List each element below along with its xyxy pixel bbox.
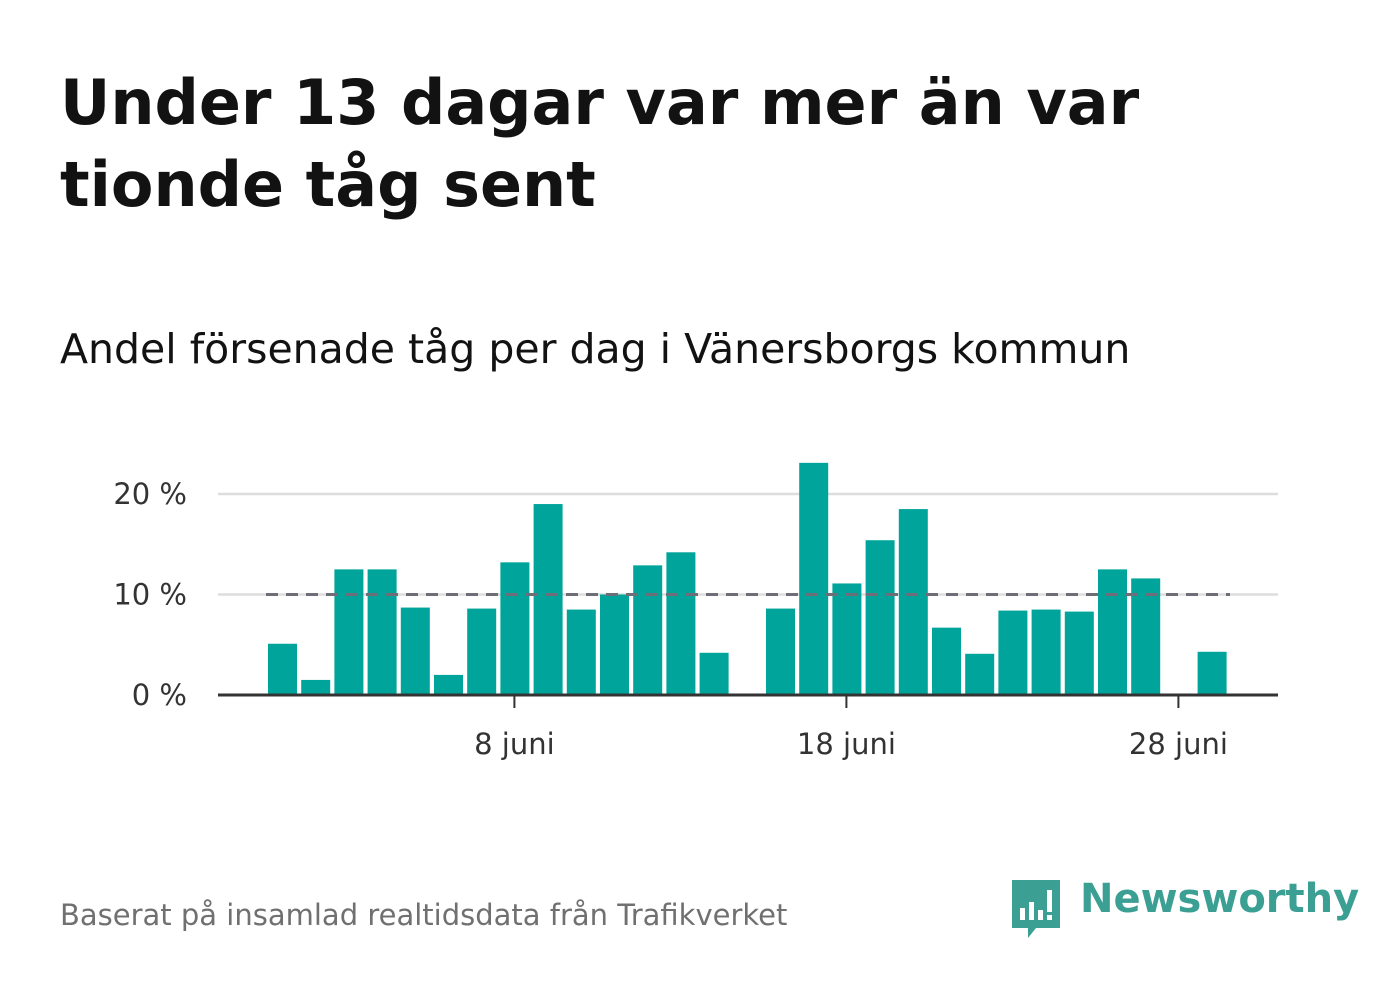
bar-day-29	[1197, 651, 1227, 695]
newsworthy-logo-icon	[1012, 880, 1060, 938]
bar-day-9	[533, 504, 563, 695]
bar-day-17	[799, 462, 829, 695]
bar-day-19	[865, 540, 895, 695]
x-tick-label: 8 juni	[474, 727, 555, 761]
bar-day-4	[367, 569, 397, 695]
x-tick-label: 18 juni	[797, 727, 896, 761]
bar-day-16	[766, 608, 795, 695]
bars	[268, 462, 1227, 695]
bar-day-14	[699, 652, 729, 695]
bar-day-5	[400, 607, 430, 695]
bar-day-21	[932, 627, 961, 695]
y-tick-label: 0 %	[132, 678, 187, 712]
bar-day-8	[500, 562, 530, 695]
bar-day-24	[1031, 609, 1061, 695]
bar-day-23	[998, 610, 1028, 695]
brand-name: Newsworthy	[1080, 876, 1360, 922]
y-tick-label: 20 %	[113, 477, 187, 511]
chart-title: Under 13 dagar var mer än var tionde tåg…	[60, 66, 1140, 221]
source-note: Baserat på insamlad realtidsdata från Tr…	[60, 898, 788, 932]
bar-day-11	[600, 594, 629, 695]
bar-day-7	[467, 608, 497, 695]
bar-day-20	[898, 509, 928, 695]
bar-day-18	[832, 583, 862, 695]
x-tick-label: 28 juni	[1129, 727, 1228, 761]
bar-day-25	[1064, 611, 1094, 695]
bar-day-6	[434, 674, 463, 695]
y-tick-label: 10 %	[113, 578, 187, 612]
bar-day-1	[268, 643, 297, 695]
axes: 0 % 10 % 20 % 8 juni 18 juni 28 juni	[113, 477, 1278, 761]
bar-day-26	[1098, 569, 1127, 695]
bar-day-10	[566, 609, 596, 695]
bar-day-22	[965, 653, 995, 695]
bar-day-2	[301, 679, 331, 695]
bar-day-12	[633, 565, 663, 695]
bar-day-3	[334, 569, 364, 695]
chart-subtitle: Andel försenade tåg per dag i Vänersborg…	[60, 325, 1131, 373]
bar-day-13	[666, 552, 696, 695]
bar-chart: 0 % 10 % 20 % 8 juni 18 juni 28 juni	[113, 462, 1278, 761]
bar-day-27	[1131, 578, 1161, 695]
